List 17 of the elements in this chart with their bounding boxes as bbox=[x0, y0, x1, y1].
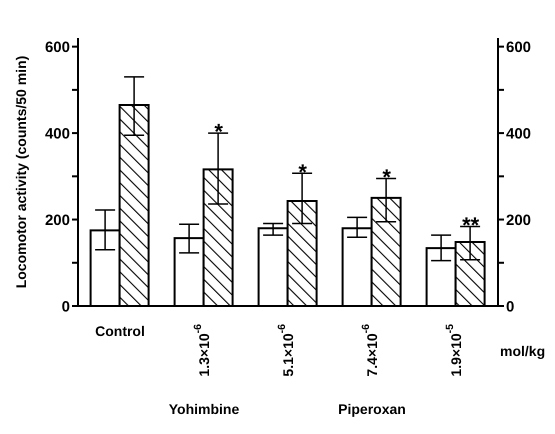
text: mol/kg bbox=[500, 343, 546, 359]
y-axis-title: Locomotor activity (counts/50 min) bbox=[12, 56, 29, 288]
x-tick-label: Control bbox=[95, 323, 145, 339]
y-tick-label: 600 bbox=[44, 38, 70, 56]
annotation: * bbox=[298, 159, 308, 184]
text: Piperoxan bbox=[338, 401, 406, 417]
y2-tick-label: 0 bbox=[506, 298, 514, 316]
y-tick-label: 200 bbox=[44, 212, 70, 229]
annotation: * bbox=[214, 119, 224, 144]
text: Yohimbine bbox=[168, 401, 240, 417]
annotation: ** bbox=[462, 212, 480, 238]
y-tick-label: 0 bbox=[62, 298, 70, 316]
y2-tick-label: 600 bbox=[506, 38, 532, 56]
y-tick-label: 400 bbox=[44, 125, 70, 142]
y2-tick-label: 400 bbox=[506, 125, 532, 142]
annotation: * bbox=[382, 164, 392, 190]
y2-tick-label: 200 bbox=[506, 212, 532, 229]
